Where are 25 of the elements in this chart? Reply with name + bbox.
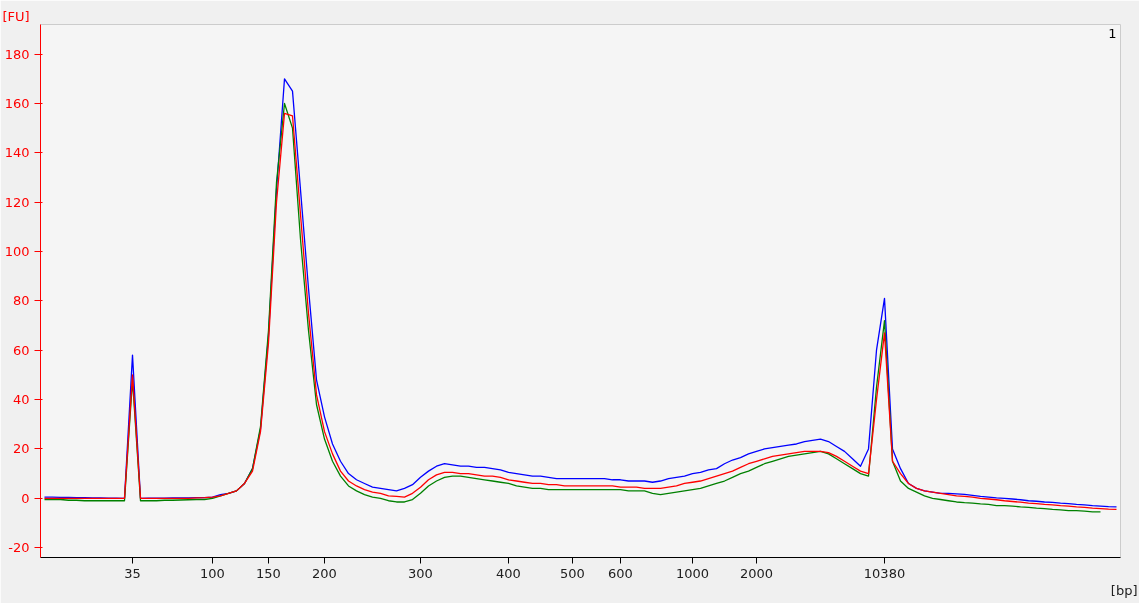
y-tick-label: 120: [4, 194, 30, 210]
x-tick-label: 100: [200, 565, 225, 581]
x-tick-label: 1000: [675, 565, 710, 581]
y-tick-label: 20: [12, 441, 30, 457]
y-tick-label: 180: [4, 46, 30, 62]
y-tick-label: 80: [12, 293, 30, 309]
annotation: 1: [1108, 25, 1117, 41]
y-axis-title: [FU]: [2, 8, 30, 24]
x-tick-label: 400: [496, 565, 521, 581]
x-tick-label: 200: [312, 565, 337, 581]
y-tick-label: 60: [12, 342, 30, 358]
y-tick-label: 100: [4, 244, 30, 260]
x-tick-label: 2000: [739, 565, 774, 581]
x-tick-label: 150: [256, 565, 281, 581]
y-tick-label: -20: [8, 540, 30, 556]
x-tick-label: 35: [124, 565, 141, 581]
y-tick-label: 140: [4, 145, 30, 161]
x-tick-label: 600: [608, 565, 633, 581]
y-tick-label: 0: [21, 490, 30, 506]
x-tick-label: 300: [408, 565, 433, 581]
x-tick-label: 500: [560, 565, 585, 581]
y-tick-label: 40: [12, 392, 30, 408]
y-tick-label: 160: [4, 95, 30, 111]
x-tick-label: 10380: [863, 565, 906, 581]
x-axis-title: [bp]: [1110, 582, 1138, 598]
